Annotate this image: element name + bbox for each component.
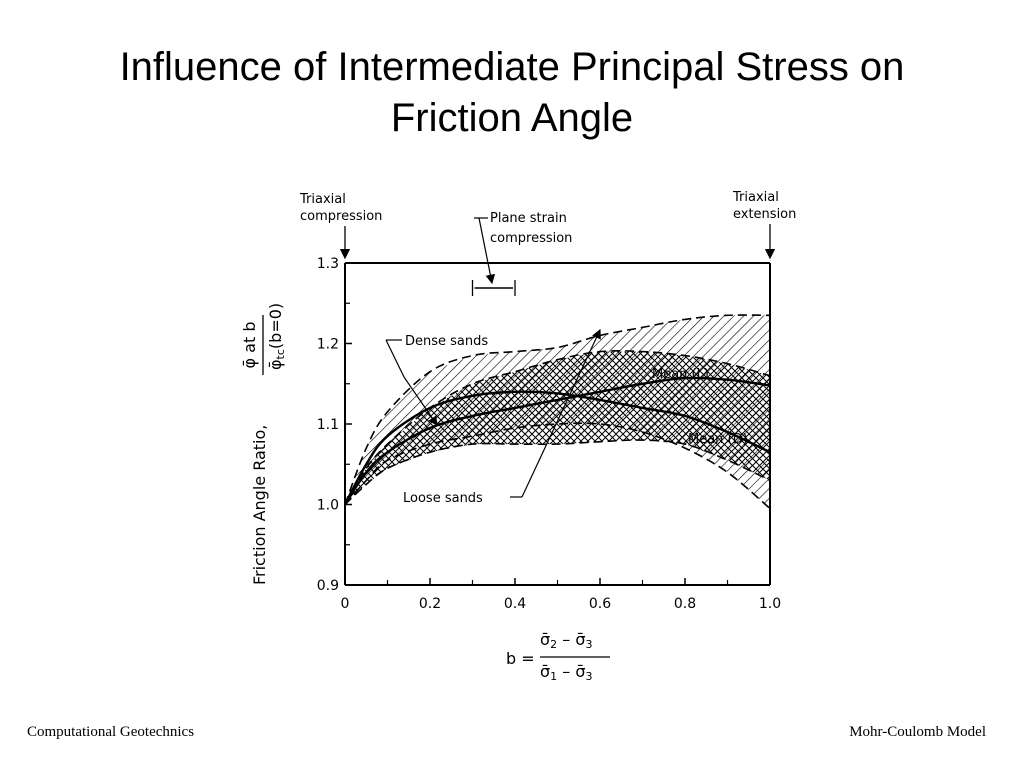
mean-d-line — [343, 390, 771, 506]
y-axis-label-text: Friction Angle Ratio, — [250, 425, 269, 585]
x-tick-label-0-2: 0.2 — [419, 596, 441, 612]
triaxial-compression-label-1: Triaxial — [299, 192, 346, 207]
bands-layer — [344, 314, 771, 510]
ticks-layer: 0 0.2 0.4 0.6 0.8 1.0 0.9 1.0 1.1 1.2 1.3 — [317, 256, 781, 612]
title-line-2: Friction Angle — [390, 96, 634, 140]
dense-sands-label: Dense sands — [405, 334, 488, 349]
mean-l-label: Mean (L) — [652, 367, 709, 382]
dense-sands-annotation: Dense sands — [385, 334, 488, 426]
title-line-1: Influence of Intermediate Principal Stre… — [119, 45, 905, 89]
triaxial-compression-annotation: Triaxial compression — [299, 192, 382, 260]
plane-strain-label-1: Plane strain — [490, 211, 567, 226]
x-tick-label-0: 0 — [341, 596, 350, 612]
loose-sands-pointer — [521, 328, 601, 498]
mean-l-line — [343, 376, 771, 506]
x-tick-label-0-6: 0.6 — [589, 596, 611, 612]
y-axis-label-denominator: φ̄tc(b=0) — [266, 303, 287, 370]
triaxial-extension-label-2: extension — [733, 207, 796, 222]
y-tick-label-0-9: 0.9 — [317, 578, 339, 594]
loose-sands-label: Loose sands — [403, 491, 483, 506]
dense-sands-pointer-2 — [403, 376, 438, 426]
series-layer — [343, 376, 771, 506]
plane-strain-pointer — [478, 217, 496, 285]
loose-sands-annotation: Loose sands — [403, 328, 601, 506]
x-axis-label: b = σ̄2 – σ̄3 σ̄1 – σ̄3 — [506, 630, 610, 683]
y-axis-label-numerator: φ̄ at b — [240, 322, 259, 369]
plane-strain-range-bar — [471, 280, 516, 296]
x-tick-label-1-0: 1.0 — [759, 596, 781, 612]
plane-strain-annotation: Plane strain compression — [471, 211, 572, 296]
y-tick-label-1-2: 1.2 — [317, 337, 339, 353]
slide-title: Influence of Intermediate Principal Stre… — [40, 42, 984, 144]
footer-course-title: Computational Geotechnics — [27, 724, 195, 740]
mean-d-label: Mean (D) — [688, 432, 748, 447]
plane-strain-label-2: compression — [490, 231, 572, 246]
dense-sands-pointer-1 — [385, 339, 405, 378]
triaxial-extension-annotation: Triaxial extension — [732, 190, 796, 260]
x-axis-label-denominator: σ̄1 – σ̄3 — [540, 662, 592, 683]
triaxial-compression-label-2: compression — [300, 209, 382, 224]
x-axis-label-numerator: σ̄2 – σ̄3 — [540, 630, 592, 651]
footer-topic: Mohr-Coulomb Model — [849, 724, 986, 740]
x-tick-label-0-8: 0.8 — [674, 596, 696, 612]
y-tick-label-1-3: 1.3 — [317, 256, 339, 272]
x-tick-label-0-4: 0.4 — [504, 596, 526, 612]
x-axis-label-prefix: b = — [506, 649, 535, 668]
y-tick-label-1-0: 1.0 — [317, 498, 339, 514]
y-tick-label-1-1: 1.1 — [317, 417, 339, 433]
triaxial-extension-label-1: Triaxial — [732, 190, 779, 205]
loose-sands-upper-bound — [344, 350, 771, 505]
dense-sands-upper-bound — [344, 314, 771, 505]
y-axis-label: Friction Angle Ratio, φ̄ at b φ̄tc(b=0) — [240, 303, 287, 585]
loose-sands-band-fill — [345, 351, 770, 505]
